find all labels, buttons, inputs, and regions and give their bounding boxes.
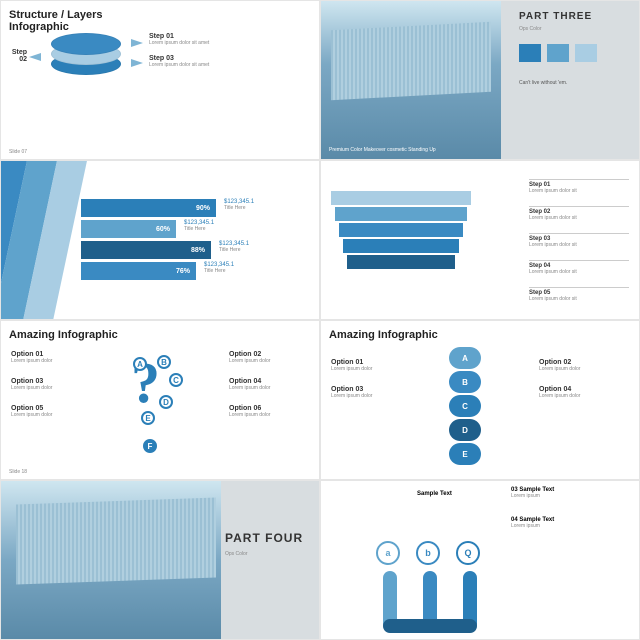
circle-node: a: [376, 541, 400, 565]
circle-node: b: [416, 541, 440, 565]
step-label: Step 03Lorem ipsum dolor sit amet: [149, 55, 209, 68]
option-item: Option 02Lorem ipsum dolor: [229, 351, 309, 364]
part-panel: PART FOUR Ops Color: [225, 531, 305, 557]
part-panel: PART THREE Ops Color Can't live without …: [519, 11, 629, 86]
bar-item: 60%: [81, 220, 176, 238]
building-image: [321, 1, 501, 159]
arrow-left-icon: [29, 53, 41, 61]
slide-amazing-pill: Amazing Infographic Option 01Lorem ipsum…: [320, 320, 640, 480]
slide-layers: Structure / Layers Infographic Step 01Lo…: [0, 0, 320, 160]
icon-box: [547, 44, 569, 62]
slide-bars: 90% 60% 88% 76% $123,345.1Title Here $123,34…: [0, 160, 320, 320]
option-list-right: Option 02Lorem ipsum dolor Option 04Lorem…: [539, 359, 629, 413]
step-list: Step 01Lorem ipsum dolor sit Step 02Lorem…: [529, 179, 629, 314]
part-title: PART FOUR: [225, 531, 305, 545]
option-list-right: Option 02Lorem ipsum dolor Option 04Lorem…: [229, 351, 309, 432]
letter-badge: C: [169, 373, 183, 387]
part-title: PART THREE: [519, 11, 629, 22]
step-item: Step 02Lorem ipsum dolor sit: [529, 206, 629, 221]
slide-part-four: PART FOUR Ops Color: [0, 480, 320, 640]
step-item: Step 05Lorem ipsum dolor sit: [529, 287, 629, 302]
slide-title: Amazing Infographic: [329, 329, 631, 341]
option-list-left: Option 01Lorem ipsum dolor Option 03Lorem…: [11, 351, 91, 432]
bar-label: $123,345.1Title Here: [219, 241, 249, 253]
slide-funnel: Step 01Lorem ipsum dolor sit Step 02Lorem…: [320, 160, 640, 320]
pill-segment: E: [449, 443, 481, 465]
option-list-left: Option 01Lorem ipsum dolor Option 03Lorem…: [331, 359, 421, 413]
arrow-right-icon: [131, 39, 143, 47]
option-item: Option 04Lorem ipsum dolor: [539, 386, 629, 399]
slide-circles-pipes: Sample Text 03 Sample TextLorem ipsum 04…: [320, 480, 640, 640]
arrow-right-icon: [131, 59, 143, 67]
step-label: Step 01Lorem ipsum dolor sit amet: [149, 33, 209, 46]
bar-item: 76%: [81, 262, 196, 280]
funnel-bar: [347, 255, 455, 269]
option-item: Option 01Lorem ipsum dolor: [331, 359, 421, 372]
sample-text: Sample Text: [417, 491, 452, 497]
funnel-arrows: [331, 191, 471, 271]
caption: Premium Color Makeover cosmetic Standing…: [329, 147, 436, 153]
sample-text: 04 Sample TextLorem ipsum: [511, 517, 554, 529]
bar-item: 90%: [81, 199, 216, 217]
bar-label: $123,345.1Title Here: [204, 262, 234, 274]
slide-title: Amazing Infographic: [9, 329, 311, 341]
pill-segment: B: [449, 371, 481, 393]
option-item: Option 06Lorem ipsum dolor: [229, 405, 309, 418]
icon-row: [519, 44, 629, 62]
slide-part-three: PART THREE Ops Color Can't live without …: [320, 0, 640, 160]
funnel-bar: [339, 223, 463, 237]
icon-box: [575, 44, 597, 62]
bar-label: $123,345.1Title Here: [224, 199, 254, 211]
pill-stack: ABCDE: [449, 347, 481, 467]
letter-badge: B: [157, 355, 171, 369]
slide-title: Structure / Layers Infographic: [9, 9, 311, 33]
pipe: [383, 619, 477, 633]
step-item: Step 03Lorem ipsum dolor sit: [529, 233, 629, 248]
slide-footer: Slide 18: [9, 469, 27, 475]
slide-footer: Slide 07: [9, 149, 27, 155]
circle-node: Q: [456, 541, 480, 565]
letter-badge: E: [141, 411, 155, 425]
option-item: Option 04Lorem ipsum dolor: [229, 378, 309, 391]
bar-label: $123,345.1Title Here: [184, 220, 214, 232]
bar-item: 88%: [81, 241, 211, 259]
step-label: Step 02: [3, 49, 27, 63]
slide-amazing-qmark: Amazing Infographic Option 01Lorem ipsum…: [0, 320, 320, 480]
step-item: Step 04Lorem ipsum dolor sit: [529, 260, 629, 275]
funnel-bar: [335, 207, 467, 221]
letter-badge: A: [133, 357, 147, 371]
option-item: Option 05Lorem ipsum dolor: [11, 405, 91, 418]
step-item: Step 01Lorem ipsum dolor sit: [529, 179, 629, 194]
funnel-bar: [331, 191, 471, 205]
pill-segment: D: [449, 419, 481, 441]
letter-badge: F: [143, 439, 157, 453]
tagline: Can't live without 'em.: [519, 80, 629, 86]
pill-segment: A: [449, 347, 481, 369]
letter-badge: D: [159, 395, 173, 409]
sample-text: 03 Sample TextLorem ipsum: [511, 487, 554, 499]
option-item: Option 01Lorem ipsum dolor: [11, 351, 91, 364]
option-item: Option 03Lorem ipsum dolor: [11, 378, 91, 391]
option-item: Option 03Lorem ipsum dolor: [331, 386, 421, 399]
building-image: [1, 481, 221, 639]
icon-box: [519, 44, 541, 62]
funnel-bar: [343, 239, 459, 253]
pill-segment: C: [449, 395, 481, 417]
option-item: Option 02Lorem ipsum dolor: [539, 359, 629, 372]
